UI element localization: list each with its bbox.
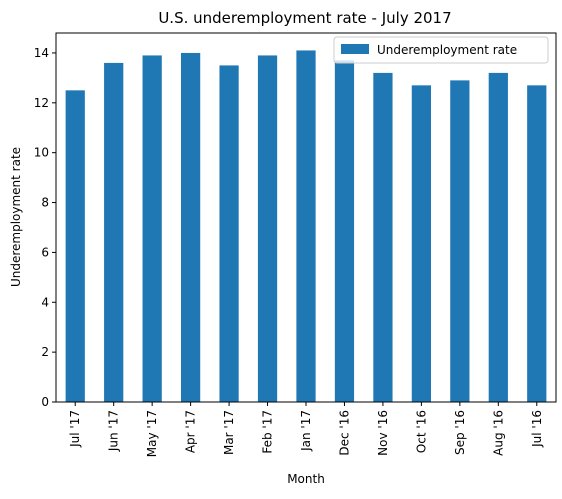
x-tick-label: Sep '16: [453, 410, 467, 455]
x-tick-label: Feb '17: [261, 410, 275, 454]
y-tick-label: 4: [41, 295, 49, 309]
x-tick-label: Jul '16: [530, 410, 544, 448]
x-tick-label: Aug '16: [491, 410, 505, 456]
y-tick-label: 0: [41, 395, 49, 409]
y-tick-label: 8: [41, 196, 49, 210]
x-tick-label: Nov '16: [376, 410, 390, 456]
y-tick-label: 6: [41, 245, 49, 259]
x-axis: Jul '17 Jun '17 May '17 Apr '17 Mar '17 Feb '…: [68, 402, 544, 457]
bar: [527, 85, 547, 403]
x-tick-label: Oct '16: [414, 410, 428, 453]
plot-frame: [55, 32, 557, 403]
x-tick-label: Mar '17: [222, 410, 236, 455]
bar: [450, 80, 470, 403]
bars-layer: [65, 50, 547, 403]
x-tick-label: Jul '17: [68, 410, 82, 448]
bar: [296, 50, 316, 403]
bar: [411, 85, 431, 403]
legend: Underemployment rate: [333, 36, 549, 64]
bar: [181, 52, 201, 402]
y-axis-label: Underemployment rate: [9, 147, 23, 287]
x-tick-label: May '17: [145, 410, 159, 457]
y-axis: 0 2 4 6 8 10 12 14: [34, 46, 56, 409]
y-tick-label: 10: [34, 146, 49, 160]
bar: [334, 60, 355, 403]
y-tick-label: 12: [34, 96, 49, 110]
x-axis-label: Month: [287, 472, 325, 486]
bar: [142, 55, 162, 403]
bar: [488, 72, 508, 402]
x-tick-label: Jun '17: [107, 410, 121, 452]
y-tick-label: 14: [34, 46, 49, 60]
x-tick-label: Jan '17: [299, 410, 313, 452]
bar: [65, 90, 85, 402]
chart-title: U.S. underemployment rate - July 2017: [158, 9, 451, 27]
bar: [373, 72, 393, 402]
legend-label: Underemployment rate: [377, 43, 517, 57]
y-tick-label: 2: [41, 345, 49, 359]
legend-swatch: [341, 44, 369, 54]
bar: [257, 55, 278, 403]
x-tick-label: Apr '17: [184, 410, 198, 453]
legend-frame: [333, 36, 549, 64]
x-tick-label: Dec '16: [337, 410, 351, 456]
bar: [104, 62, 124, 403]
bar: [219, 65, 239, 402]
